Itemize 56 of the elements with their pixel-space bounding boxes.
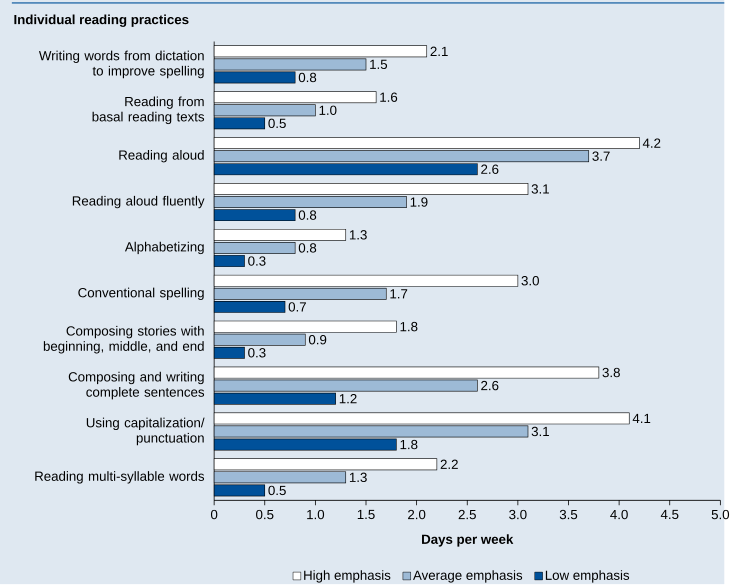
y-tick-label: Reading aloud fluently (72, 196, 205, 208)
data-label: 3.0 (522, 276, 539, 286)
y-tick-label: Alphabetizing (124, 242, 204, 254)
legend-label: Low emphasis (546, 570, 630, 583)
data-label: 3.8 (602, 368, 620, 378)
data-label: 2.6 (481, 164, 498, 174)
x-tick-label: 0 (210, 510, 218, 520)
data-label: 1.3 (350, 472, 367, 482)
data-label: 2.6 (481, 381, 498, 390)
data-label: 4.2 (642, 138, 660, 148)
data-label: 0.9 (308, 335, 326, 345)
data-label: 0.7 (288, 302, 306, 312)
data-label: 0.8 (298, 210, 316, 220)
data-label: 3.7 (592, 152, 610, 161)
data-label: 1.5 (370, 60, 388, 70)
data-label: 0.5 (268, 486, 286, 496)
data-label: 0.5 (268, 118, 286, 128)
x-tick-label: 3.5 (560, 510, 578, 520)
x-axis-title: Days per week (422, 534, 514, 547)
x-tick-label: 1.5 (358, 510, 375, 520)
data-label: 0.3 (248, 348, 266, 358)
data-label: 0.3 (248, 256, 266, 266)
data-label: 1.7 (390, 289, 408, 299)
data-label: 1.8 (400, 440, 418, 450)
y-tick-label: Reading from basal reading texts (92, 96, 204, 124)
data-label: 2.2 (440, 460, 458, 470)
x-tick-label: 2.5 (458, 510, 476, 520)
legend-label: Average emphasis (413, 570, 522, 583)
x-tick-label: 5.0 (712, 510, 730, 520)
y-tick-label: Writing words from dictation to improve spelling (38, 50, 204, 78)
y-tick-label: Using capitalization/ punctuation (86, 418, 205, 446)
y-tick-label: Composing stories with beginning, middle, and end (44, 326, 204, 354)
data-label: 3.1 (532, 426, 549, 436)
legend-label: High emphasis (304, 570, 390, 583)
data-label: 1.8 (400, 322, 418, 332)
x-tick-label: 4.5 (660, 510, 678, 520)
x-tick-label: 4.0 (610, 510, 628, 520)
y-tick-label: Reading aloud (119, 150, 204, 162)
x-tick-label: 2.0 (408, 510, 426, 520)
y-tick-label: Composing and writing complete sentences (68, 372, 204, 400)
data-label: 2.1 (430, 46, 448, 56)
data-label: 1.2 (340, 394, 357, 404)
y-tick-label: Conventional spelling (78, 288, 204, 300)
x-tick-label: 1.0 (307, 510, 324, 520)
data-label: 0.8 (298, 243, 316, 253)
data-label: 1.6 (380, 92, 398, 102)
text: Individual reading practices (14, 14, 189, 28)
data-label: 3.1 (532, 184, 549, 194)
data-label: 1.0 (320, 106, 336, 116)
x-tick-label: 0.5 (256, 510, 274, 520)
data-label: 0.8 (298, 72, 316, 82)
data-label: 1.9 (410, 197, 428, 207)
data-label: 4.1 (632, 414, 650, 424)
data-label: 1.3 (350, 230, 367, 240)
x-tick-label: 3.0 (509, 510, 527, 520)
y-tick-label: Reading multi-syllable words (35, 471, 204, 484)
